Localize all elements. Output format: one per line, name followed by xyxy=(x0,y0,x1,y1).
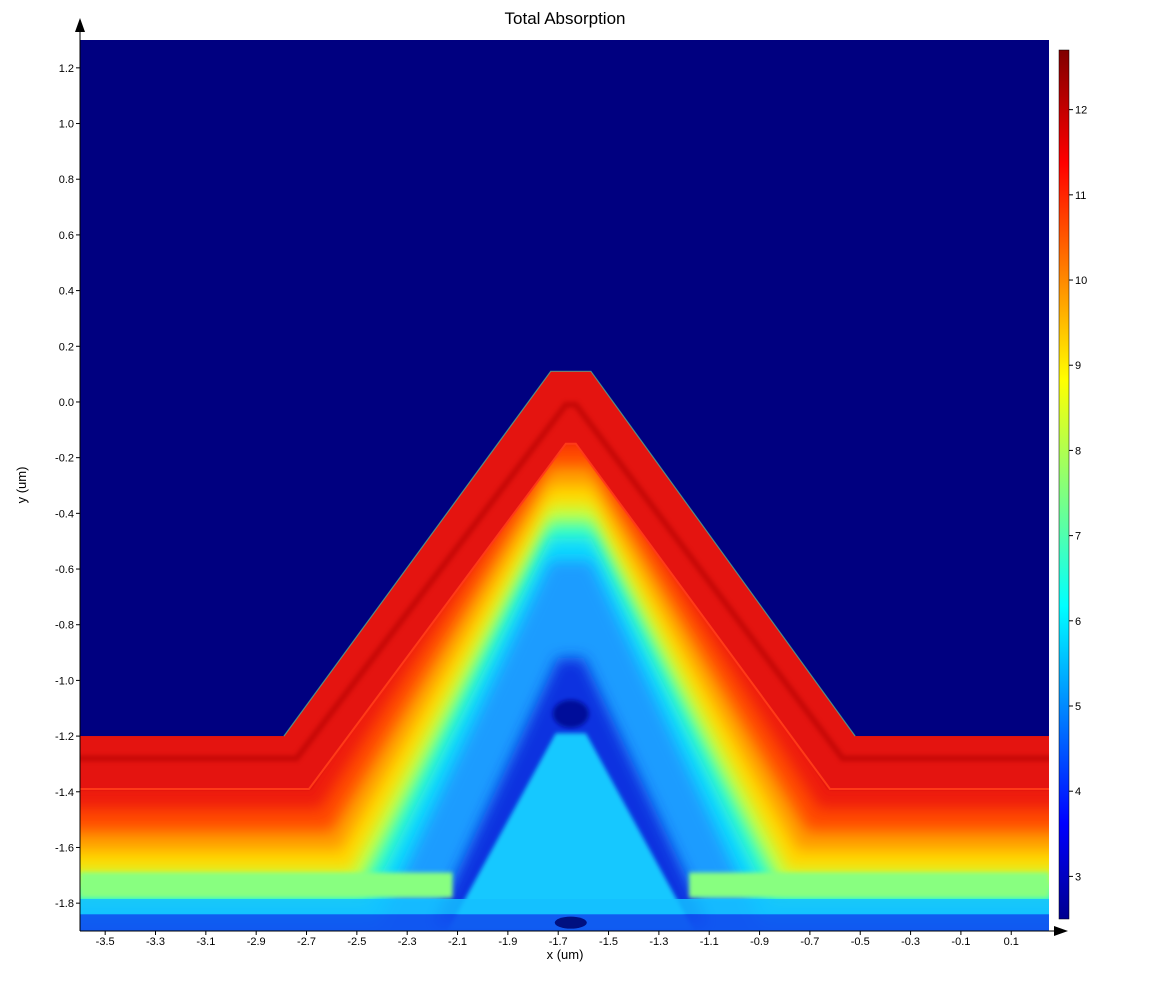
colorbar-tick-label: 6 xyxy=(1075,616,1081,628)
y-tick-label: -1.8 xyxy=(55,898,74,910)
y-tick-label: -0.2 xyxy=(55,453,74,465)
substrate-cyan-band xyxy=(80,898,1049,915)
colorbar-tick-label: 7 xyxy=(1075,531,1081,543)
y-tick-label: 1.2 xyxy=(59,63,74,75)
absorption-field xyxy=(80,370,1049,931)
outer-edge-fringe xyxy=(283,370,856,737)
y-axis-label: y (um) xyxy=(14,467,29,504)
x-tick-label: -0.7 xyxy=(800,936,819,948)
x-axis-arrow xyxy=(1054,926,1068,936)
x-tick-label: -2.5 xyxy=(347,936,366,948)
y-tick-label: -1.2 xyxy=(55,731,74,743)
substrate-green-right xyxy=(689,872,1049,898)
x-tick-label: -0.5 xyxy=(851,936,870,948)
x-tick-label: -1.7 xyxy=(549,936,568,948)
x-tick-label: -3.5 xyxy=(96,936,115,948)
x-axis-label: x (um) xyxy=(547,947,584,962)
x-tick-label: -2.7 xyxy=(297,936,316,948)
y-tick-label: 0.4 xyxy=(59,286,74,298)
y-tick-label: -0.4 xyxy=(55,508,74,520)
colorbar-tick-label: 11 xyxy=(1075,190,1086,202)
shell-dark-core xyxy=(80,401,1049,762)
y-tick-label: 0.0 xyxy=(59,397,74,409)
plot-area xyxy=(80,40,1049,931)
x-tick-label: -3.1 xyxy=(196,936,215,948)
x-tick-label: -1.5 xyxy=(599,936,618,948)
colorbar-tick-label: 12 xyxy=(1075,105,1087,117)
x-tick-label: -3.3 xyxy=(146,936,165,948)
x-tick-label: -2.9 xyxy=(247,936,266,948)
x-tick-label: -0.1 xyxy=(951,936,970,948)
x-tick-label: -1.3 xyxy=(649,936,668,948)
colorbar-gradient xyxy=(1058,49,1070,920)
x-tick-label: -1.1 xyxy=(700,936,719,948)
colorbar-tick-label: 3 xyxy=(1075,871,1081,883)
inner-core xyxy=(447,733,695,931)
x-tick-label: -0.9 xyxy=(750,936,769,948)
x-tick-label: -1.9 xyxy=(498,936,517,948)
chart-title: Total Absorption xyxy=(505,9,626,28)
y-tick-label: 0.6 xyxy=(59,230,74,242)
x-tick-label: 0.1 xyxy=(1004,936,1019,948)
axes: -3.5 -3.3 -3.1 -2.9 -2.7 -2.5 -2.3 -2.1 -1.9 -1.7… xyxy=(55,18,1068,948)
x-ticks: -3.5 -3.3 -3.1 -2.9 -2.7 -2.5 -2.3 -2.1 -1.9 -1.7… xyxy=(96,931,1019,948)
interface-line xyxy=(80,442,1049,790)
hotspot-dark-center xyxy=(552,699,589,728)
colorbar-tick-label: 8 xyxy=(1075,445,1081,457)
colorbar-tick-label: 10 xyxy=(1075,275,1087,287)
y-tick-label: -1.4 xyxy=(55,787,74,799)
y-tick-label: 1.0 xyxy=(59,119,74,131)
y-tick-label: -0.8 xyxy=(55,620,74,632)
x-tick-label: -2.1 xyxy=(448,936,467,948)
substrate-dark-spot xyxy=(554,916,587,929)
y-tick-label: -1.6 xyxy=(55,842,74,854)
substrate-green-left xyxy=(80,872,453,898)
y-tick-label: 0.2 xyxy=(59,341,74,353)
colorbar-tick-label: 4 xyxy=(1075,786,1081,798)
x-tick-label: -0.3 xyxy=(901,936,920,948)
y-tick-label: -0.6 xyxy=(55,564,74,576)
colorbar: 3 4 5 6 7 8 9 10 11 12 xyxy=(1058,49,1087,920)
x-tick-label: -2.3 xyxy=(398,936,417,948)
colorbar-ticks: 3 4 5 6 7 8 9 10 11 12 xyxy=(1069,105,1087,883)
y-tick-label: -1.0 xyxy=(55,675,74,687)
y-tick-label: 0.8 xyxy=(59,174,74,186)
y-ticks: 1.2 1.0 0.8 0.6 0.4 0.2 0.0 -0.2 -0.4 -0.6 -0.8 -1.… xyxy=(55,63,80,910)
colorbar-tick-label: 5 xyxy=(1075,701,1081,713)
y-axis-arrow xyxy=(75,18,85,32)
colorbar-tick-label: 9 xyxy=(1075,360,1081,372)
